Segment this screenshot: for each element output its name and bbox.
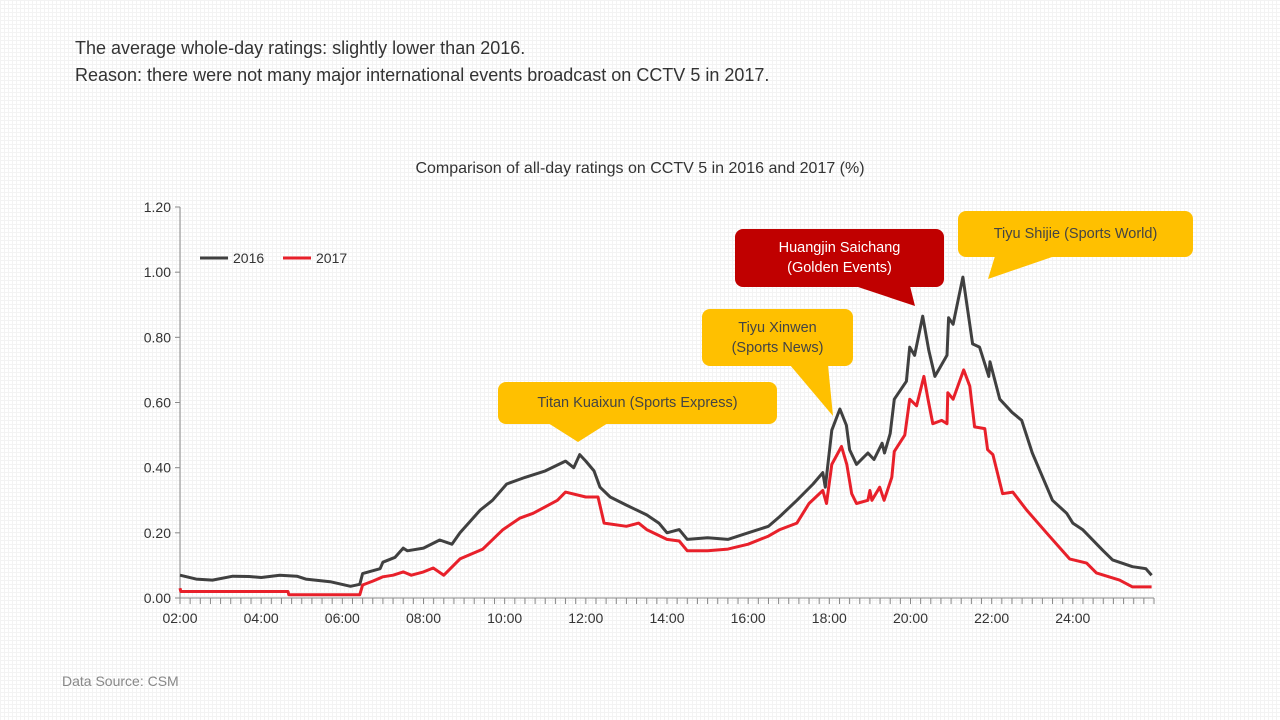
callout-text-line2: (Golden Events) (787, 260, 892, 276)
y-tick-label: 0.80 (144, 329, 171, 345)
y-tick-label: 1.00 (144, 264, 171, 280)
callout-pointer-titan (548, 423, 608, 442)
callout-huangjin-saichang: Huangjin Saichang (Golden Events) (735, 229, 944, 287)
x-tick-label: 12:00 (568, 610, 603, 626)
y-tick-label: 0.20 (144, 525, 171, 541)
x-tick-label: 02:00 (162, 610, 197, 626)
y-tick-label: 0.00 (144, 590, 171, 606)
callout-titan-kuaixun: Titan Kuaixun (Sports Express) (498, 382, 777, 424)
data-source: Data Source: CSM (62, 673, 179, 689)
headline-line-1: The average whole-day ratings: slightly … (75, 38, 526, 58)
x-tick-label: 24:00 (1055, 610, 1090, 626)
legend: 2016 2017 (200, 250, 347, 266)
y-tick-label: 0.60 (144, 395, 171, 411)
callout-text: Tiyu Shijie (Sports World) (993, 226, 1158, 242)
x-tick-label: 10:00 (487, 610, 522, 626)
callout-pointer-huangjin (855, 286, 915, 306)
x-tick-label: 20:00 (893, 610, 928, 626)
series-line-2017 (178, 368, 1152, 597)
legend-label-2017: 2017 (316, 250, 347, 266)
callout-pointer-xinwen (790, 365, 833, 416)
x-tick-label: 16:00 (731, 610, 766, 626)
callout-tiyu-shijie: Tiyu Shijie (Sports World) (958, 211, 1193, 257)
x-tick-label: 18:00 (812, 610, 847, 626)
x-tick-label: 08:00 (406, 610, 441, 626)
x-tick-label: 06:00 (325, 610, 360, 626)
x-tick-label: 14:00 (649, 610, 684, 626)
callout-text-line1: Huangjin Saichang (778, 240, 901, 256)
y-tick-label: 1.20 (144, 199, 171, 215)
legend-label-2016: 2016 (233, 250, 264, 266)
x-tick-label: 04:00 (244, 610, 279, 626)
y-tick-label: 0.40 (144, 460, 171, 476)
callout-tiyu-xinwen: Tiyu Xinwen (Sports News) (702, 309, 853, 366)
callout-text: Titan Kuaixun (Sports Express) (537, 395, 738, 411)
series-line-2016 (179, 275, 1153, 588)
chart-title: Comparison of all-day ratings on CCTV 5 … (415, 160, 865, 177)
headline-line-2: Reason: there were not many major intern… (75, 65, 770, 85)
callout-text-line1: Tiyu Xinwen (738, 319, 817, 336)
callout-pointer-shijie (988, 256, 1055, 279)
callout-text-line2: (Sports News) (731, 339, 824, 356)
x-tick-label: 22:00 (974, 610, 1009, 626)
